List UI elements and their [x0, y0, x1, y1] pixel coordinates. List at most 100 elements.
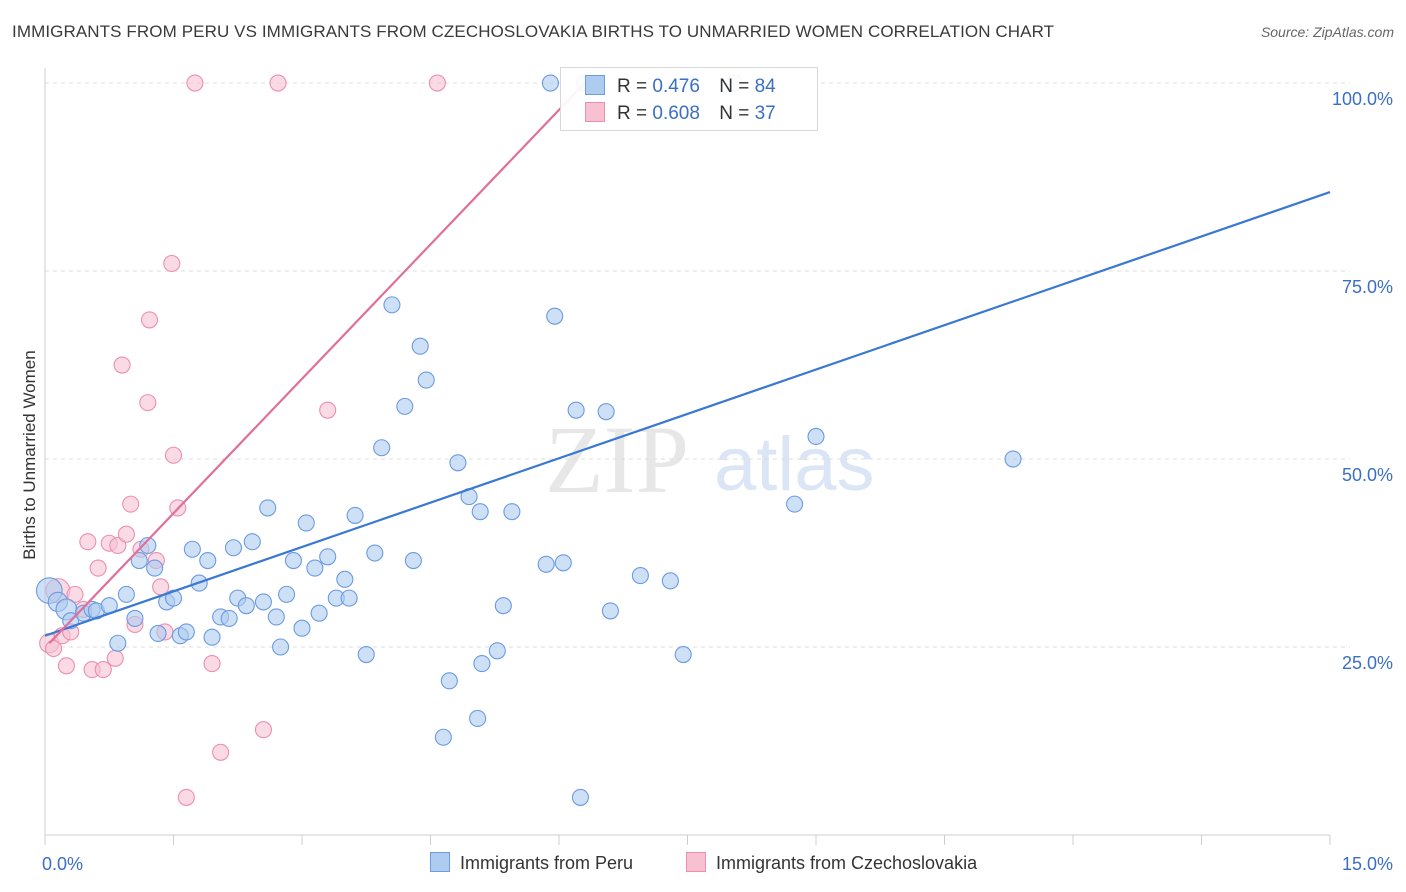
- peru-point-8[interactable]: [109, 634, 127, 652]
- series-label-peru: Immigrants from Peru: [460, 853, 634, 873]
- peru-point-58[interactable]: [473, 655, 491, 673]
- peru-point-70[interactable]: [601, 602, 619, 620]
- peru-point-46[interactable]: [373, 439, 391, 457]
- czechoslovakia-point-4[interactable]: [57, 657, 75, 675]
- peru-point-21[interactable]: [199, 551, 217, 570]
- peru-point-19[interactable]: [183, 540, 201, 558]
- czechoslovakia-point-16[interactable]: [117, 525, 135, 543]
- peru-point-63[interactable]: [541, 74, 559, 92]
- peru-point-56[interactable]: [469, 709, 487, 727]
- peru-point-16[interactable]: [164, 589, 183, 607]
- series-label-czechoslovakia: Immigrants from Czechoslovakia: [716, 853, 978, 873]
- peru-point-61[interactable]: [503, 503, 521, 521]
- peru-point-72[interactable]: [661, 572, 679, 590]
- czechoslovakia-point-20[interactable]: [139, 394, 157, 412]
- czechoslovakia-point-8[interactable]: [79, 533, 97, 551]
- peru-point-33[interactable]: [278, 585, 296, 603]
- peru-point-60[interactable]: [494, 597, 512, 615]
- peru-point-13[interactable]: [146, 559, 164, 577]
- legend-r-label-czechoslovakia: R =: [617, 103, 648, 124]
- czechoslovakia-point-13[interactable]: [106, 649, 124, 667]
- czechoslovakia-point-6[interactable]: [66, 585, 84, 603]
- czechoslovakia-point-15[interactable]: [113, 356, 131, 374]
- legend-n-value-peru: 84: [754, 76, 776, 97]
- czechoslovakia-point-31[interactable]: [212, 743, 230, 761]
- peru-point-9[interactable]: [117, 585, 135, 603]
- peru-point-37[interactable]: [306, 559, 324, 577]
- czechoslovakia-point-28[interactable]: [177, 788, 195, 806]
- peru-point-62[interactable]: [537, 555, 555, 573]
- peru-point-35[interactable]: [293, 619, 311, 637]
- peru-point-50[interactable]: [411, 337, 429, 355]
- series-legend-peru[interactable]: Immigrants from Peru: [430, 852, 633, 874]
- peru-point-31[interactable]: [267, 608, 285, 626]
- peru-point-71[interactable]: [631, 567, 649, 585]
- peru-point-73[interactable]: [674, 645, 692, 664]
- peru-point-42[interactable]: [340, 589, 358, 607]
- peru-point-36[interactable]: [297, 514, 315, 532]
- peru-point-12[interactable]: [139, 536, 157, 555]
- peru-point-54[interactable]: [449, 454, 467, 472]
- peru-point-38[interactable]: [310, 604, 328, 622]
- peru-point-78[interactable]: [1004, 450, 1022, 468]
- peru-point-43[interactable]: [346, 506, 364, 524]
- peru-point-59[interactable]: [488, 642, 506, 660]
- czechoslovakia-trend-line: [48, 82, 586, 645]
- peru-point-48[interactable]: [396, 397, 414, 415]
- peru-point-10[interactable]: [126, 609, 144, 627]
- peru-point-49[interactable]: [404, 551, 422, 570]
- peru-point-52[interactable]: [434, 728, 452, 746]
- y-tick-label-100: 100.0%: [1332, 89, 1393, 109]
- peru-point-67[interactable]: [571, 788, 589, 806]
- peru-point-47[interactable]: [383, 296, 401, 314]
- peru-point-28[interactable]: [243, 533, 261, 551]
- czechoslovakia-point-21[interactable]: [140, 311, 159, 329]
- czechoslovakia-point-26[interactable]: [164, 446, 183, 464]
- peru-point-53[interactable]: [440, 672, 458, 690]
- peru-point-39[interactable]: [319, 548, 337, 566]
- peru-point-11[interactable]: [130, 551, 148, 570]
- peru-point-57[interactable]: [471, 503, 489, 521]
- peru-point-29[interactable]: [254, 593, 273, 611]
- peru-point-41[interactable]: [336, 570, 354, 588]
- czechoslovakia-point-25[interactable]: [163, 254, 181, 273]
- peru-point-76[interactable]: [786, 495, 804, 513]
- y-axis-label: Births to Unmarried Women: [20, 350, 39, 560]
- czechoslovakia-point-35[interactable]: [428, 74, 446, 92]
- czechoslovakia-point-34[interactable]: [319, 401, 337, 419]
- peru-point-66[interactable]: [567, 401, 585, 419]
- czechoslovakia-point-17[interactable]: [122, 495, 140, 513]
- peru-point-27[interactable]: [237, 597, 255, 615]
- legend-r-value-czechoslovakia: 0.608: [652, 103, 700, 124]
- peru-point-69[interactable]: [597, 403, 615, 421]
- peru-point-32[interactable]: [272, 638, 290, 656]
- peru-point-14[interactable]: [149, 624, 167, 643]
- peru-point-65[interactable]: [554, 554, 572, 572]
- czechoslovakia-point-33[interactable]: [269, 74, 287, 92]
- peru-point-44[interactable]: [357, 645, 375, 664]
- czechoslovakia-point-11[interactable]: [94, 661, 112, 679]
- legend-r-value-peru: 0.476: [652, 76, 700, 97]
- series-legend-czechoslovakia[interactable]: Immigrants from Czechoslovakia: [686, 852, 977, 874]
- czechoslovakia-point-30[interactable]: [203, 655, 221, 673]
- czechoslovakia-point-29[interactable]: [186, 74, 204, 92]
- peru-point-18[interactable]: [177, 623, 195, 641]
- peru-point-64[interactable]: [546, 307, 564, 325]
- peru-point-51[interactable]: [417, 371, 435, 389]
- peru-point-22[interactable]: [203, 628, 221, 646]
- legend-r-label-peru: R =: [617, 76, 648, 97]
- peru-point-77[interactable]: [807, 427, 825, 446]
- legend-swatch-czechoslovakia: [585, 102, 605, 122]
- czechoslovakia-point-1[interactable]: [45, 639, 63, 658]
- peru-point-34[interactable]: [284, 551, 302, 570]
- peru-point-45[interactable]: [366, 544, 384, 562]
- czechoslovakia-point-23[interactable]: [152, 578, 170, 596]
- x-tick-label-min: 0.0%: [42, 854, 83, 874]
- peru-point-25[interactable]: [224, 539, 243, 557]
- peru-point-30[interactable]: [259, 499, 277, 517]
- czechoslovakia-point-32[interactable]: [254, 721, 273, 739]
- czechoslovakia-point-14[interactable]: [109, 536, 127, 555]
- peru-point-24[interactable]: [220, 609, 238, 627]
- czechoslovakia-point-10[interactable]: [89, 559, 107, 577]
